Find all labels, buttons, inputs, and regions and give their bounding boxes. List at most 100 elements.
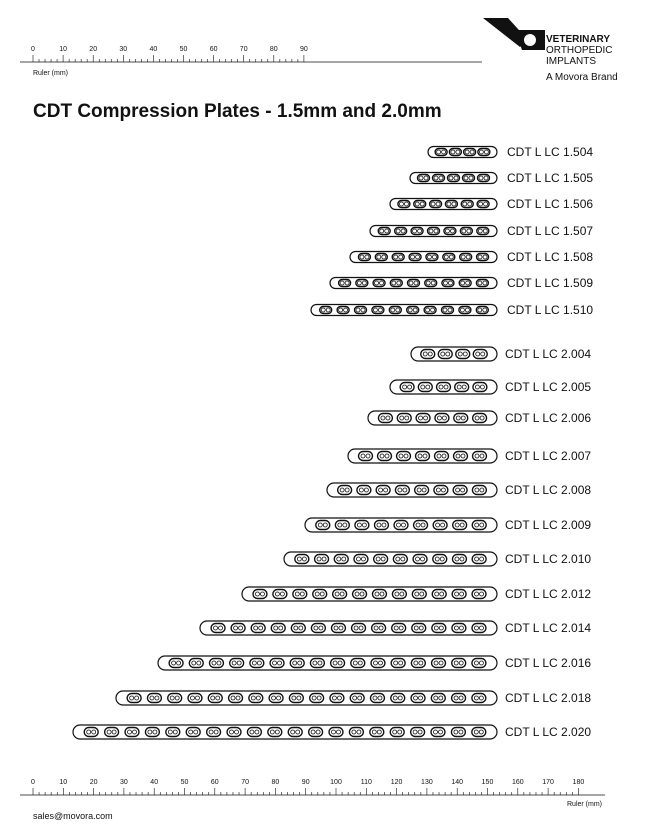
- ruler-label: 80: [272, 779, 280, 786]
- plate: CDT L LC 2.020: [72, 724, 591, 740]
- hole-ring: [360, 307, 366, 313]
- plate-hole: [471, 412, 488, 424]
- hole-ring: [435, 487, 441, 493]
- hole-ring: [249, 729, 255, 735]
- plate-hole: [453, 412, 469, 424]
- hole-ring: [422, 453, 428, 459]
- hole-ring: [399, 415, 405, 421]
- plate-label: CDT L LC 2.006: [505, 411, 591, 425]
- hole-ring: [441, 149, 447, 155]
- hole-ring: [321, 556, 327, 562]
- ruler-label: 110: [361, 779, 372, 786]
- hole-ring: [171, 660, 176, 666]
- plate-hole: [451, 519, 468, 531]
- hole-ring: [423, 415, 428, 421]
- hole-ring: [461, 384, 467, 390]
- hole-ring: [423, 175, 429, 181]
- hole-ring: [378, 660, 383, 666]
- logo: VETERINARY ORTHOPEDIC IMPLANTS A Movora …: [483, 18, 618, 83]
- hole-ring: [336, 729, 341, 735]
- ruler-label: 70: [240, 46, 248, 53]
- hole-ring: [450, 228, 455, 234]
- hole-ring: [454, 522, 460, 528]
- hole-ring: [455, 149, 461, 155]
- hole-ring: [442, 415, 447, 421]
- hole-ring: [397, 695, 403, 701]
- hole-ring: [475, 351, 481, 357]
- hole-ring: [338, 625, 344, 631]
- hole-ring: [477, 280, 483, 286]
- hole-ring: [438, 384, 444, 390]
- hole-ring: [433, 729, 438, 735]
- hole-ring: [319, 591, 325, 597]
- hole-ring: [460, 487, 466, 493]
- hole-ring: [459, 522, 465, 528]
- hole-ring: [433, 228, 439, 234]
- plate: CDT L LC 1.506: [389, 197, 593, 211]
- hole-ring: [413, 625, 419, 631]
- hole-ring: [313, 625, 319, 631]
- plate-hole: [369, 692, 386, 704]
- hole-ring: [477, 307, 483, 313]
- hole-ring: [167, 729, 173, 735]
- hole-ring: [191, 660, 197, 666]
- hole-ring: [412, 228, 417, 234]
- plate-hole: [450, 692, 467, 704]
- hole-ring: [213, 729, 219, 735]
- ruler-label: 20: [90, 779, 98, 786]
- hole-ring: [454, 556, 460, 562]
- hole-ring: [174, 695, 180, 701]
- hole-ring: [413, 660, 419, 666]
- hole-ring: [354, 591, 360, 597]
- plate: CDT L LC 1.504: [427, 145, 593, 159]
- hole-ring: [474, 487, 480, 493]
- plate-hole: [312, 588, 328, 600]
- hole-ring: [416, 487, 422, 493]
- ruler-label: 30: [120, 779, 128, 786]
- ruler-label: 160: [512, 779, 524, 786]
- logo-text: ORTHOPEDIC: [546, 45, 613, 56]
- hole-ring: [448, 254, 454, 260]
- plate-hole: [124, 726, 140, 738]
- plate-hole: [166, 692, 183, 704]
- plate-hole: [471, 484, 488, 496]
- hole-ring: [420, 522, 426, 528]
- hole-ring: [415, 522, 421, 528]
- hole-ring: [404, 415, 410, 421]
- plate-hole: [432, 519, 448, 531]
- hole-ring: [482, 254, 488, 260]
- hole-ring: [412, 307, 418, 313]
- plate-hole: [329, 657, 346, 669]
- hole-ring: [413, 695, 418, 701]
- plate-hole: [417, 381, 433, 393]
- hole-ring: [250, 695, 256, 701]
- hole-ring: [272, 660, 277, 666]
- hole-ring: [415, 254, 420, 260]
- hole-ring: [453, 660, 459, 666]
- hole-ring: [463, 175, 469, 181]
- hole-ring: [337, 695, 342, 701]
- hole-ring: [127, 729, 132, 735]
- hole-ring: [377, 307, 383, 313]
- hole-ring: [483, 175, 489, 181]
- hole-ring: [443, 254, 449, 260]
- hole-ring: [276, 695, 281, 701]
- hole-ring: [479, 556, 485, 562]
- hole-ring: [356, 280, 362, 286]
- hole-ring: [316, 556, 322, 562]
- hole-ring: [149, 695, 155, 701]
- hole-ring: [415, 556, 420, 562]
- hole-ring: [465, 254, 471, 260]
- plate-hole: [288, 692, 305, 704]
- hole-ring: [478, 149, 484, 155]
- hole-ring: [433, 695, 439, 701]
- hole-ring: [379, 591, 385, 597]
- plate: CDT L LC 2.007: [347, 448, 591, 464]
- plate-hole: [333, 553, 349, 565]
- hole-ring: [379, 228, 385, 234]
- plate-hole: [350, 622, 367, 634]
- plate-hole: [248, 692, 264, 704]
- plate-hole: [187, 692, 203, 704]
- ruler-label: 90: [302, 779, 310, 786]
- hole-ring: [311, 695, 317, 701]
